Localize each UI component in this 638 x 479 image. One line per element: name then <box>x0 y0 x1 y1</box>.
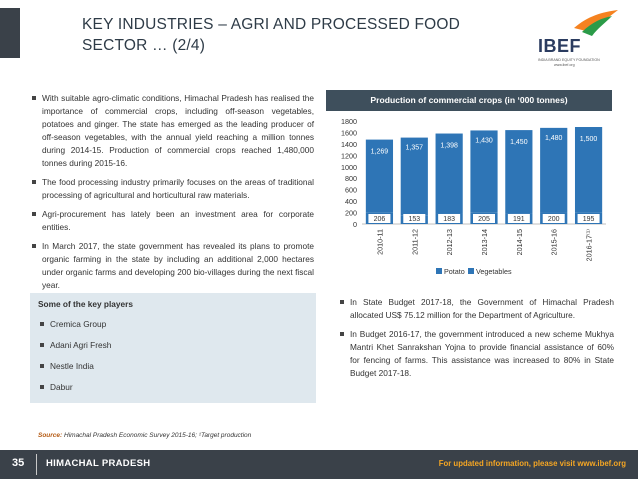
data-label-vegetables: 1,500 <box>580 136 598 143</box>
y-tick-label: 0 <box>353 220 357 229</box>
bar-vegetables <box>540 127 568 213</box>
x-tick-label: 2010-11 <box>375 229 384 255</box>
bar-vegetables <box>365 139 394 213</box>
footer-divider <box>36 454 37 475</box>
page-number: 35 <box>12 457 25 469</box>
label-box-potato <box>473 214 495 223</box>
bar-vegetables <box>435 133 463 214</box>
label-box-potato <box>368 214 391 223</box>
data-label-vegetables: 1,269 <box>371 149 389 156</box>
ibef-logo[interactable]: IBEF INDIA BRAND EQUITY FOUNDATION www.i… <box>538 8 620 67</box>
source-text: Himachal Pradesh Economic Survey 2015-16… <box>64 432 252 439</box>
logo-url: www.ibef.org <box>554 63 575 67</box>
x-tick-label: 2012-13 <box>445 229 454 255</box>
y-tick-label: 1400 <box>341 140 357 149</box>
data-label-vegetables: 1,430 <box>475 137 493 144</box>
legend-swatch-vegetables <box>468 268 474 274</box>
x-tick-label: 2013-14 <box>480 229 489 255</box>
label-box-potato <box>507 214 530 223</box>
y-tick-label: 400 <box>345 197 357 206</box>
bullet-item: In March 2017, the state government has … <box>32 241 314 290</box>
legend-swatch-potato <box>436 268 442 274</box>
chart-svg: 0 200 400 600 800 1000 1200 1400 1600 1800 206 1,26… <box>341 117 606 276</box>
y-tick-label: 200 <box>345 209 357 218</box>
player-item: Nestle India <box>39 361 111 382</box>
bar-vegetables <box>505 130 533 214</box>
data-label-vegetables: 1,450 <box>510 139 528 146</box>
bullet-item: In State Budget 2017-18, the Government … <box>340 297 614 320</box>
data-label-vegetables: 1,398 <box>440 143 458 150</box>
label-box-potato <box>403 214 426 223</box>
page-title: KEY INDUSTRIES – AGRI AND PROCESSED FOOD… <box>82 16 461 54</box>
data-label-potato: 200 <box>548 216 560 223</box>
label-box-potato <box>577 214 600 223</box>
data-label-vegetables: 1,480 <box>545 135 563 142</box>
header: KEY INDUSTRIES – AGRI AND PROCESSED FOOD… <box>0 0 638 74</box>
bird-logo-icon <box>574 10 618 36</box>
bullet-item: Agri-procurement has lately been an inve… <box>32 209 314 232</box>
data-label-potato: 153 <box>408 216 420 223</box>
label-box-potato <box>438 214 461 223</box>
data-label-potato: 195 <box>583 216 595 223</box>
data-label-vegetables: 1,357 <box>406 145 424 152</box>
legend-label-vegetables: Vegetables <box>476 267 512 276</box>
y-tick-label: 1000 <box>341 163 357 172</box>
data-label-potato: 205 <box>478 216 490 223</box>
x-tick-label: 2016-17⁽¹⁾ <box>585 229 594 262</box>
bullets-top: With suitable agro-climatic conditions, … <box>30 92 314 298</box>
footer-link[interactable]: For updated information, please visit ww… <box>438 459 626 468</box>
logo-text: IBEF <box>538 36 582 56</box>
production-chart: Production of commercial crops (in ‘000 … <box>326 90 612 282</box>
x-tick-label: 2015-16 <box>550 229 559 255</box>
footer: 35 HIMACHAL PRADESH For updated informat… <box>0 450 638 479</box>
key-players-box: Some of the key players Cremica Group Ad… <box>30 293 316 403</box>
bullets-bottom: In State Budget 2017-18, the Government … <box>338 296 614 386</box>
player-item: Dabur <box>39 382 111 403</box>
logo-subtitle: INDIA BRAND EQUITY FOUNDATION <box>538 58 600 62</box>
bar-vegetables <box>470 130 498 213</box>
label-box-potato <box>542 214 565 223</box>
data-label-potato: 183 <box>443 216 455 223</box>
y-tick-label: 1600 <box>341 128 357 137</box>
x-tick-label: 2011-12 <box>410 229 419 255</box>
y-tick-label: 800 <box>345 174 357 183</box>
y-tick-label: 1200 <box>341 151 357 160</box>
footer-state: HIMACHAL PRADESH <box>46 458 151 469</box>
y-tick-label: 600 <box>345 186 357 195</box>
bar-vegetables <box>400 137 428 216</box>
bullet-item: In Budget 2016-17, the government introd… <box>340 329 614 378</box>
data-label-potato: 206 <box>374 216 386 223</box>
chart-title: Production of commercial crops (in ‘000 … <box>326 90 612 111</box>
player-item: Cremica Group <box>39 319 111 340</box>
source-note: Source: Himachal Pradesh Economic Survey… <box>38 432 251 439</box>
legend-label-potato: Potato <box>444 267 465 276</box>
key-players-title: Some of the key players <box>38 299 133 309</box>
header-accent-bar <box>0 8 20 58</box>
bullet-item: With suitable agro-climatic conditions, … <box>32 93 314 168</box>
x-tick-label: 2014-15 <box>515 229 524 255</box>
source-label: Source: <box>38 432 63 439</box>
y-tick-label: 1800 <box>341 117 357 126</box>
player-item: Adani Agri Fresh <box>39 340 111 361</box>
bullet-item: The food processing industry primarily f… <box>32 177 314 200</box>
bar-vegetables <box>574 127 603 213</box>
data-label-potato: 191 <box>513 216 525 223</box>
